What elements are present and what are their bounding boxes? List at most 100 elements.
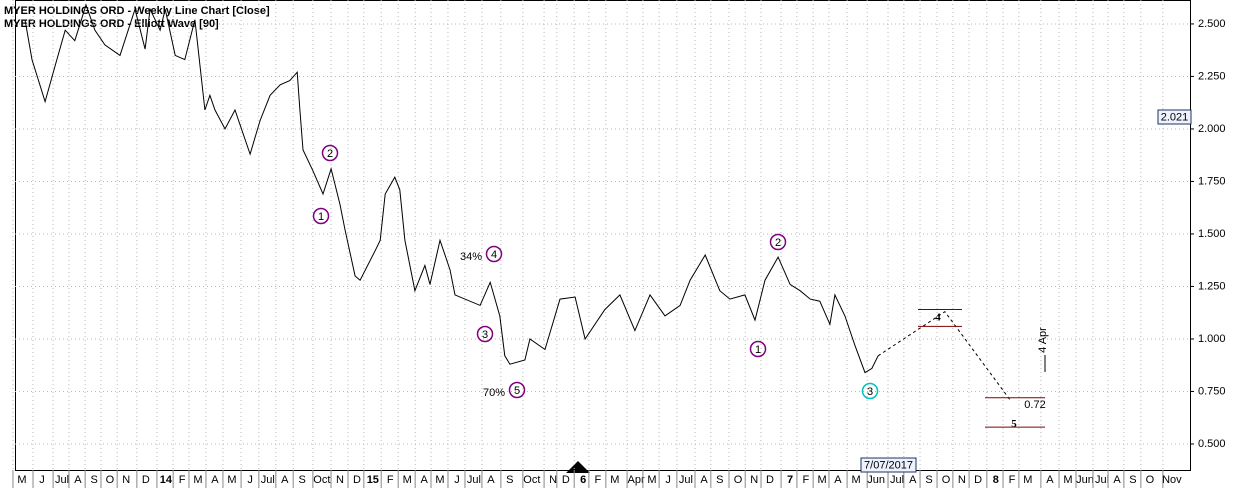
y-tick-label: 1.750 <box>1198 175 1226 187</box>
x-tick-label: 14 <box>160 474 173 486</box>
wave-label: 5 <box>514 385 520 397</box>
x-tick-label: O <box>734 474 743 486</box>
x-tick-label: F <box>803 474 810 486</box>
wave-circle <box>476 325 494 343</box>
x-tick-label: A <box>1046 474 1054 486</box>
wave-label: 3 <box>482 329 488 341</box>
y-tick-label: 0.750 <box>1198 385 1226 397</box>
x-tick-label: M <box>852 474 861 486</box>
wave-note: 70% <box>483 387 505 399</box>
last-price: 2.021 <box>1161 111 1189 123</box>
x-tick-label: D <box>974 474 982 486</box>
target-label: 4 <box>935 311 941 323</box>
x-tick-label: N <box>336 474 344 486</box>
x-tick-label: A <box>74 474 82 486</box>
y-tick-label: 1.000 <box>1198 333 1226 345</box>
wave-label: 2 <box>775 237 781 249</box>
wave-circle <box>749 340 767 358</box>
x-tick-label: J <box>454 474 460 486</box>
cursor-date: 7/07/2017 <box>864 459 913 471</box>
x-tick-label: S <box>90 474 97 486</box>
x-tick-label: J <box>665 474 671 486</box>
x-tick-label: A <box>420 474 428 486</box>
wave-label: 4 <box>491 249 497 261</box>
x-tick-label: Jul <box>679 474 693 486</box>
y-tick-label: 1.250 <box>1198 280 1226 292</box>
y-tick-label: 1.500 <box>1198 228 1226 240</box>
plot-frame <box>15 0 1191 471</box>
wave-label: 1 <box>755 344 761 356</box>
x-tick-label: N <box>122 474 130 486</box>
x-tick-label: A <box>834 474 842 486</box>
x-tick-label: S <box>1129 474 1136 486</box>
x-tick-label: N <box>750 474 758 486</box>
x-tick-label: Nov <box>1162 474 1182 486</box>
x-tick-label: D <box>142 474 150 486</box>
x-tick-label: S <box>299 474 306 486</box>
wave-circle <box>485 245 503 263</box>
x-tick-label: 7 <box>787 474 793 486</box>
x-tick-label: A <box>1113 474 1121 486</box>
x-tick-label: S <box>506 474 513 486</box>
x-tick-label: F <box>179 474 186 486</box>
wave-label: 1 <box>318 211 324 223</box>
x-tick-label: M <box>1023 474 1032 486</box>
x-tick-label: Jul <box>890 474 904 486</box>
x-tick-label: Jul <box>55 474 69 486</box>
cursor-date-box <box>860 457 917 473</box>
wave-note: 34% <box>460 251 482 263</box>
y-tick-label: 2.250 <box>1198 70 1226 82</box>
x-tick-label: M <box>647 474 656 486</box>
wave-label: 3 <box>867 386 873 398</box>
x-tick-label: A <box>700 474 708 486</box>
x-tick-label: O <box>942 474 951 486</box>
x-tick-label: Jun <box>867 474 885 486</box>
x-tick-label: M <box>193 474 202 486</box>
x-tick-label: A <box>909 474 917 486</box>
x-tick-label: Apr <box>628 474 645 486</box>
x-tick-label: D <box>562 474 570 486</box>
y-tick-label: 2.000 <box>1198 123 1226 135</box>
wave-circle <box>769 233 787 251</box>
x-tick-label: Jul <box>261 474 275 486</box>
date-marker: 4 Apr <box>1037 327 1049 353</box>
x-tick-label: O <box>1146 474 1155 486</box>
x-tick-label: 15 <box>367 474 379 486</box>
x-tick-label: F <box>1009 474 1016 486</box>
scroll-marker <box>566 461 590 473</box>
projection-line <box>877 311 1011 401</box>
x-tick-label: A <box>211 474 219 486</box>
x-tick-label: M <box>818 474 827 486</box>
x-tick-label: M <box>1063 474 1072 486</box>
x-tick-label: M <box>403 474 412 486</box>
price-line <box>24 3 879 374</box>
x-tick-label: D <box>766 474 774 486</box>
target-label: 5 <box>1011 418 1017 430</box>
x-tick-label: Jun <box>1076 474 1094 486</box>
x-tick-label: N <box>549 474 557 486</box>
x-tick-label: F <box>595 474 602 486</box>
wave-circle <box>312 207 330 225</box>
chart-title: MYER HOLDINGS ORD - Weekly Line Chart [C… <box>4 5 270 17</box>
x-tick-label: 8 <box>993 474 999 486</box>
x-tick-label: Oct <box>523 474 540 486</box>
last-price-box <box>1157 109 1192 125</box>
y-tick-label: 0.500 <box>1198 438 1226 450</box>
x-tick-label: Jul <box>1095 474 1109 486</box>
wave-label: 2 <box>327 148 333 160</box>
target-price: 0.72 <box>1024 399 1045 411</box>
x-tick-label: J <box>247 474 253 486</box>
wave-circle <box>508 381 526 399</box>
x-tick-label: D <box>353 474 361 486</box>
x-tick-label: A <box>487 474 495 486</box>
x-tick-label: O <box>106 474 115 486</box>
x-tick-label: Jul <box>467 474 481 486</box>
x-tick-label: A <box>281 474 289 486</box>
wave-circle <box>321 144 339 162</box>
wave-circle <box>861 382 879 400</box>
x-tick-label: M <box>435 474 444 486</box>
x-tick-label: Oct <box>313 474 330 486</box>
x-tick-label: S <box>716 474 723 486</box>
